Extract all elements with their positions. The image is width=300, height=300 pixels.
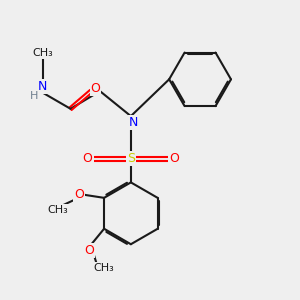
Text: CH₃: CH₃ xyxy=(47,205,68,214)
Text: O: O xyxy=(74,188,84,201)
Text: O: O xyxy=(91,82,100,95)
Text: N: N xyxy=(38,80,47,93)
Text: S: S xyxy=(127,152,135,165)
Text: O: O xyxy=(82,152,92,165)
Text: N: N xyxy=(128,116,138,128)
Text: CH₃: CH₃ xyxy=(32,48,53,59)
Text: O: O xyxy=(84,244,94,257)
Text: O: O xyxy=(169,152,179,165)
Text: CH₃: CH₃ xyxy=(94,262,115,273)
Text: H: H xyxy=(29,91,38,100)
